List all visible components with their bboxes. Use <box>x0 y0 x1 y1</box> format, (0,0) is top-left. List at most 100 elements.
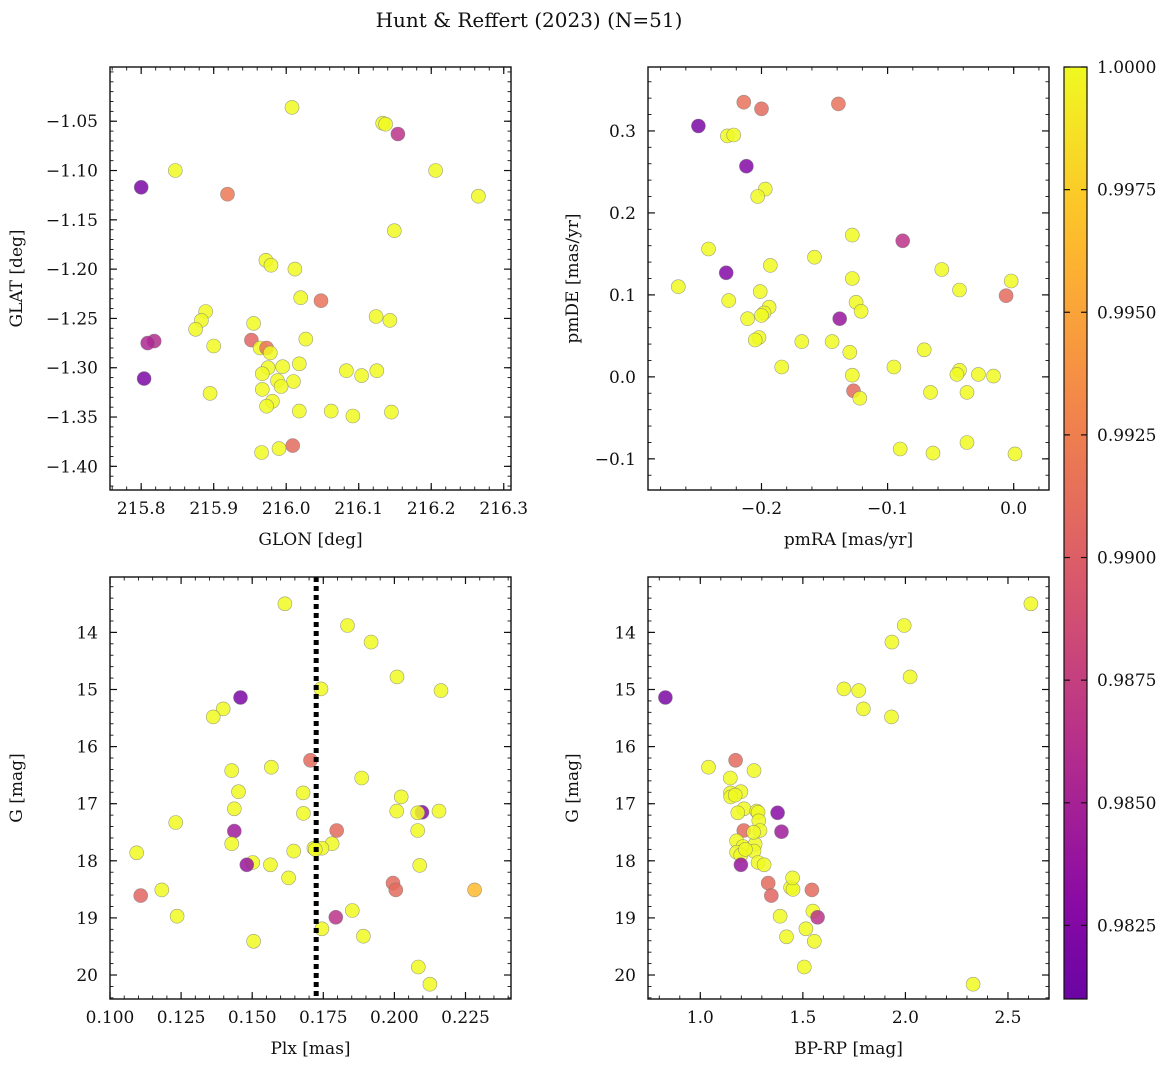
y-tick-label: 16 <box>614 738 636 758</box>
data-point <box>701 759 716 775</box>
data-point <box>259 398 274 414</box>
data-point <box>774 824 789 840</box>
data-point <box>804 882 820 898</box>
data-point <box>286 374 301 389</box>
data-point <box>959 435 975 450</box>
y-tick-label: 17 <box>76 795 98 815</box>
panel-points <box>133 100 486 460</box>
y-axis-label: G [mag] <box>7 753 27 822</box>
data-point <box>831 96 846 112</box>
colorbar: 0.9825 0.9850 0.9875 0.9900 0.9925 0.9950 0.99… <box>1063 58 1156 1000</box>
x-tick-label: 216.1 <box>334 499 383 519</box>
data-point <box>246 933 261 949</box>
data-point <box>428 163 443 178</box>
data-point <box>169 908 185 924</box>
data-point <box>892 441 908 457</box>
data-point <box>206 338 221 354</box>
colorbar-tick-label: 1.0000 <box>1097 58 1156 78</box>
data-point <box>763 888 779 903</box>
panel-axes: −0.2 −0.1 0.0 −0.1 0.0 0.1 0.2 0.3 pmRA [mas/yr]… <box>563 66 1050 550</box>
data-point <box>886 359 902 375</box>
y-tick-label: 0.2 <box>609 204 636 224</box>
data-point <box>658 690 673 705</box>
data-point <box>386 223 402 238</box>
data-point <box>410 959 426 975</box>
data-point <box>254 445 269 460</box>
data-point <box>754 101 769 117</box>
x-tick-label: 216.2 <box>407 499 456 519</box>
data-point <box>760 875 776 891</box>
data-point <box>368 309 384 324</box>
y-tick-label: 19 <box>614 909 636 929</box>
data-point <box>824 334 840 349</box>
colorbar-gradient <box>1063 66 1088 1000</box>
data-point <box>224 836 239 852</box>
data-point <box>263 759 279 775</box>
data-point <box>393 789 409 805</box>
data-point <box>227 823 242 839</box>
y-tick-label: 14 <box>614 623 636 643</box>
data-point <box>852 390 868 406</box>
x-tick-label: 2.5 <box>994 1008 1021 1028</box>
x-tick-label: 0.200 <box>370 1008 419 1028</box>
data-point <box>378 116 393 132</box>
y-tick-label: −1.05 <box>46 112 98 132</box>
figure-title: Hunt & Reffert (2023) (N=51) <box>376 8 683 32</box>
y-axis-label: G [mag] <box>563 753 583 822</box>
data-point <box>842 344 858 360</box>
data-point <box>323 403 339 419</box>
data-point <box>328 909 344 925</box>
y-tick-label: 20 <box>76 966 98 986</box>
data-point <box>895 233 911 249</box>
data-point <box>329 823 345 838</box>
data-point <box>205 709 221 725</box>
data-point <box>354 770 370 786</box>
y-tick-label: 20 <box>614 966 636 986</box>
y-tick-label: −1.10 <box>46 162 98 182</box>
data-point <box>902 669 918 685</box>
x-tick-label: 0.0 <box>1000 499 1027 519</box>
data-point <box>756 857 772 873</box>
data-point <box>410 805 426 821</box>
data-point <box>382 313 398 328</box>
data-point <box>168 163 183 178</box>
data-point <box>390 126 406 142</box>
data-point <box>340 618 355 633</box>
data-point <box>916 342 932 358</box>
data-point <box>285 438 301 453</box>
y-tick-label: 16 <box>76 738 98 758</box>
colorbar-tick-label: 0.9825 <box>1097 916 1156 936</box>
data-point <box>806 933 822 949</box>
data-point <box>431 803 447 819</box>
y-tick-label: 18 <box>76 852 98 872</box>
data-point <box>986 368 1001 384</box>
data-point <box>807 249 822 265</box>
data-point <box>224 763 239 778</box>
y-tick-label: −1.15 <box>46 211 98 231</box>
data-point <box>853 303 869 319</box>
panel-axes: 0.100 0.125 0.150 0.175 0.200 0.225 14 15 16 17 18… <box>7 576 512 1059</box>
data-point <box>896 618 912 633</box>
data-point <box>959 385 975 400</box>
data-point <box>291 356 307 372</box>
data-point <box>133 888 148 903</box>
x-axis-label: GLON [deg] <box>258 530 362 550</box>
x-tick-label: 216.3 <box>479 499 528 519</box>
data-point <box>412 858 428 873</box>
data-point <box>129 845 144 861</box>
x-tick-label: 1.0 <box>687 1008 714 1028</box>
y-tick-label: 17 <box>614 795 636 815</box>
scatter-panel-glon-glat: 215.8 215.9 216.0 216.1 216.2 216.3 −1.05 −1.10… <box>7 66 528 550</box>
data-point <box>363 634 379 650</box>
colorbar-tick-label: 0.9875 <box>1097 671 1156 691</box>
scatter-panel-pmra-pmde: −0.2 −0.1 0.0 −0.1 0.0 0.1 0.2 0.3 pmRA [mas/yr]… <box>563 66 1050 550</box>
data-point <box>254 382 270 397</box>
data-point <box>296 806 311 821</box>
data-point <box>188 321 203 337</box>
y-tick-label: 15 <box>76 680 98 700</box>
data-point <box>738 842 753 857</box>
data-point <box>467 882 482 898</box>
y-axis-label: pmDE [mas/yr] <box>563 213 583 343</box>
axes-frame <box>647 576 1050 1000</box>
